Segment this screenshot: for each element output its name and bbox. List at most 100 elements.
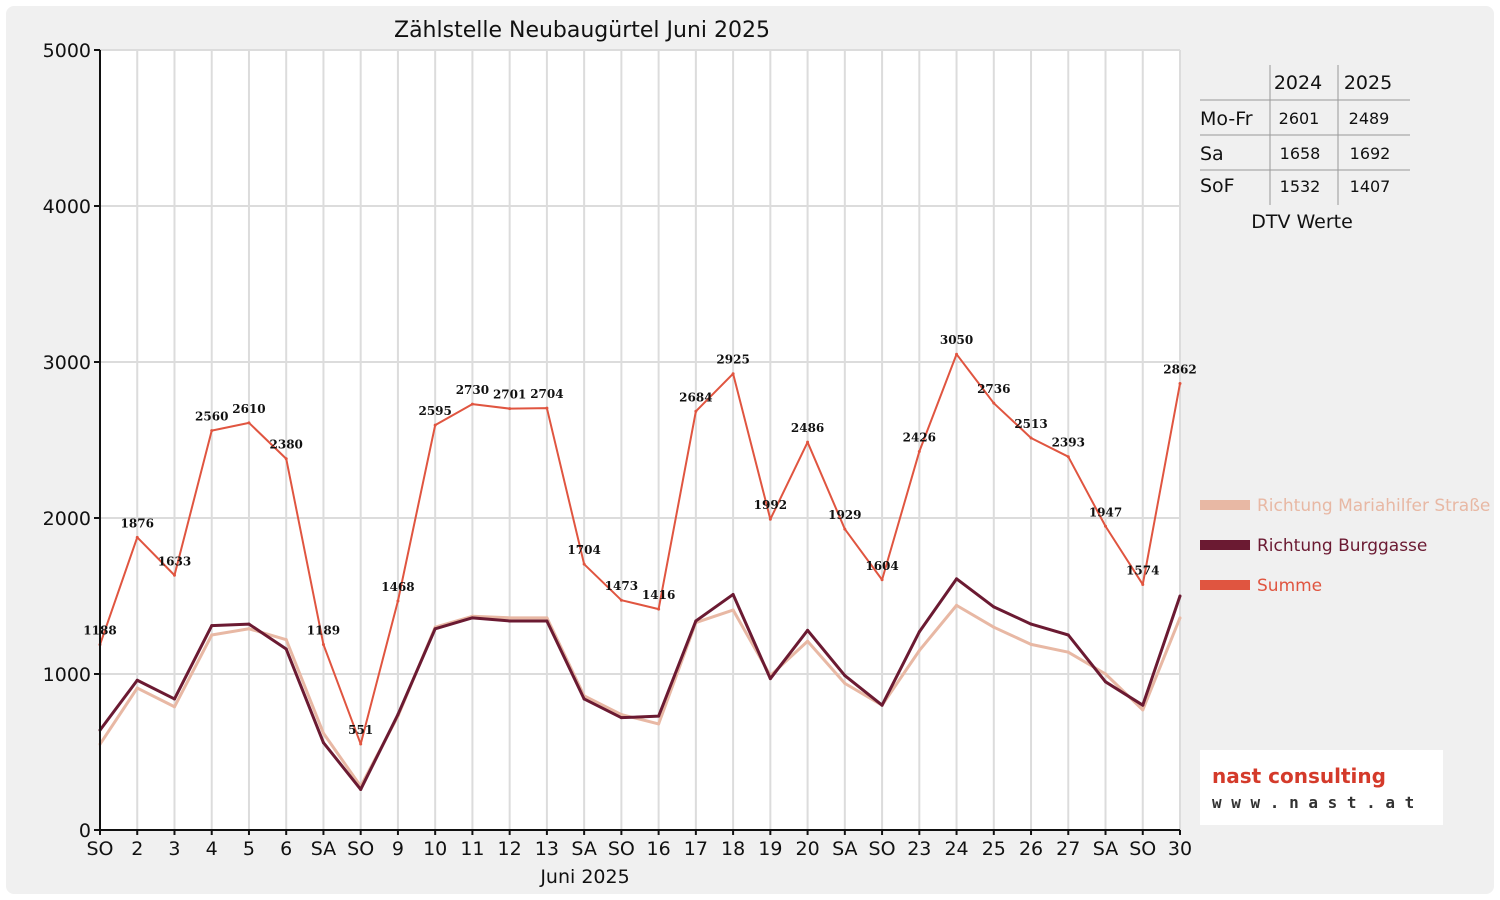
data-label: 2513 xyxy=(1014,417,1047,431)
data-point-richtung-burggasse xyxy=(284,647,288,651)
legend-label-summe: Summe xyxy=(1257,576,1322,596)
data-label: 2486 xyxy=(791,421,824,435)
x-tick-label: SA xyxy=(832,838,857,860)
data-label: 1929 xyxy=(828,508,861,522)
data-point-summe xyxy=(955,352,959,356)
x-tick-label: 12 xyxy=(498,838,522,860)
data-point-summe xyxy=(657,607,661,611)
table-cell: 1692 xyxy=(1350,144,1391,163)
x-tick-label: 13 xyxy=(535,838,559,860)
data-point-richtung-burggasse xyxy=(470,616,474,620)
x-tick-label: 11 xyxy=(460,838,484,860)
data-point-richtung-burggasse xyxy=(731,592,735,596)
data-point-richtung-burggasse xyxy=(247,622,251,626)
data-point-richtung-burggasse xyxy=(172,697,176,701)
data-point-summe xyxy=(1141,582,1145,586)
data-point-richtung-mariahilfer-strasse xyxy=(508,616,512,620)
table-header-2025: 2025 xyxy=(1344,72,1392,94)
data-point-richtung-burggasse xyxy=(1066,633,1070,637)
x-tick-label: 19 xyxy=(758,838,782,860)
data-point-richtung-mariahilfer-strasse xyxy=(917,649,921,653)
x-tick-label: SO xyxy=(86,838,113,860)
data-point-summe xyxy=(172,573,176,577)
data-point-richtung-mariahilfer-strasse xyxy=(1141,708,1145,712)
legend-swatch-mariahilfer xyxy=(1200,500,1250,510)
data-point-richtung-mariahilfer-strasse xyxy=(135,686,139,690)
y-tick-label: 4000 xyxy=(43,196,91,218)
data-point-richtung-mariahilfer-strasse xyxy=(657,722,661,726)
x-tick-label: 16 xyxy=(647,838,671,860)
data-point-richtung-burggasse xyxy=(210,624,214,628)
data-label: 1188 xyxy=(83,624,116,638)
data-label: 551 xyxy=(348,723,373,737)
series-line-richtung-burggasse xyxy=(98,577,1182,791)
x-tick-label: SA xyxy=(571,838,596,860)
y-tick-labels: 0 1000 2000 3000 4000 5000 xyxy=(43,40,100,842)
data-point-richtung-mariahilfer-strasse xyxy=(955,603,959,607)
data-point-summe xyxy=(135,535,139,539)
data-label: 2595 xyxy=(418,404,451,418)
data-point-richtung-mariahilfer-strasse xyxy=(545,616,549,620)
y-tick-label: 3000 xyxy=(43,352,91,374)
data-point-summe xyxy=(284,457,288,461)
gridlines xyxy=(100,49,1181,830)
data-point-richtung-burggasse xyxy=(396,713,400,717)
x-tick-label: 20 xyxy=(795,838,819,860)
x-tick-label: 5 xyxy=(243,838,255,860)
x-tick-label: 4 xyxy=(206,838,218,860)
data-label: 2704 xyxy=(530,387,563,401)
data-point-richtung-mariahilfer-strasse xyxy=(619,713,623,717)
data-point-richtung-burggasse xyxy=(768,677,772,681)
data-point-richtung-burggasse xyxy=(1029,622,1033,626)
series-layer xyxy=(98,352,1182,791)
data-point-richtung-mariahilfer-strasse xyxy=(843,681,847,685)
data-point-richtung-burggasse xyxy=(1104,680,1108,684)
data-point-richtung-burggasse xyxy=(694,619,698,623)
legend-label-burggasse: Richtung Burggasse xyxy=(1257,536,1427,556)
data-point-richtung-mariahilfer-strasse xyxy=(1104,672,1108,676)
data-point-richtung-burggasse xyxy=(1178,594,1182,598)
data-label: 1189 xyxy=(307,624,340,638)
data-point-richtung-mariahilfer-strasse xyxy=(284,638,288,642)
data-point-summe xyxy=(359,742,363,746)
data-label: 2736 xyxy=(977,382,1010,396)
x-tick-label: 24 xyxy=(944,838,968,860)
data-point-richtung-burggasse xyxy=(917,630,921,634)
data-point-summe xyxy=(582,562,586,566)
plot-area xyxy=(100,50,1180,829)
data-point-richtung-mariahilfer-strasse xyxy=(731,608,735,612)
data-point-summe xyxy=(247,421,251,425)
y-tick-label: 5000 xyxy=(43,40,91,62)
legend-label-mariahilfer: Richtung Mariahilfer Straße xyxy=(1257,496,1490,516)
data-point-richtung-burggasse xyxy=(657,714,661,718)
dtv-table: 2024 2025 Mo-Fr 2601 2489 Sa 1658 1692 S… xyxy=(1200,65,1410,233)
data-point-richtung-burggasse xyxy=(1141,703,1145,707)
x-axis-title: Juni 2025 xyxy=(539,866,629,888)
data-point-richtung-burggasse xyxy=(619,716,623,720)
data-label: 1604 xyxy=(865,559,898,573)
series-line-richtung-mariahilfer-strasse xyxy=(98,603,1182,788)
table-cell: 2489 xyxy=(1349,109,1390,128)
series-line-summe xyxy=(99,353,1181,746)
data-point-summe xyxy=(470,402,474,406)
data-point-richtung-mariahilfer-strasse xyxy=(172,705,176,709)
company-logo: nast consulting w w w . n a s t . a t xyxy=(1200,750,1443,825)
data-point-richtung-mariahilfer-strasse xyxy=(1178,616,1182,620)
data-point-richtung-burggasse xyxy=(992,605,996,609)
data-point-richtung-burggasse xyxy=(433,627,437,631)
legend: Richtung Mariahilfer Straße Richtung Bur… xyxy=(1200,496,1490,596)
x-tick-label: SO xyxy=(347,838,374,860)
x-tick-label: 27 xyxy=(1056,838,1080,860)
x-tick-label: 6 xyxy=(280,838,292,860)
y-tick-label: 1000 xyxy=(43,664,91,686)
logo-url: w w w . n a s t . a t xyxy=(1212,793,1414,812)
x-tick-label: 18 xyxy=(721,838,745,860)
data-point-summe xyxy=(396,599,400,603)
data-point-summe xyxy=(210,429,214,433)
x-tick-label: 2 xyxy=(131,838,143,860)
data-label: 2380 xyxy=(270,438,303,452)
chart-title: Zählstelle Neubaugürtel Juni 2025 xyxy=(394,18,770,43)
y-tick-label: 0 xyxy=(79,820,91,842)
x-tick-label: 3 xyxy=(168,838,180,860)
data-label: 1704 xyxy=(567,543,600,557)
